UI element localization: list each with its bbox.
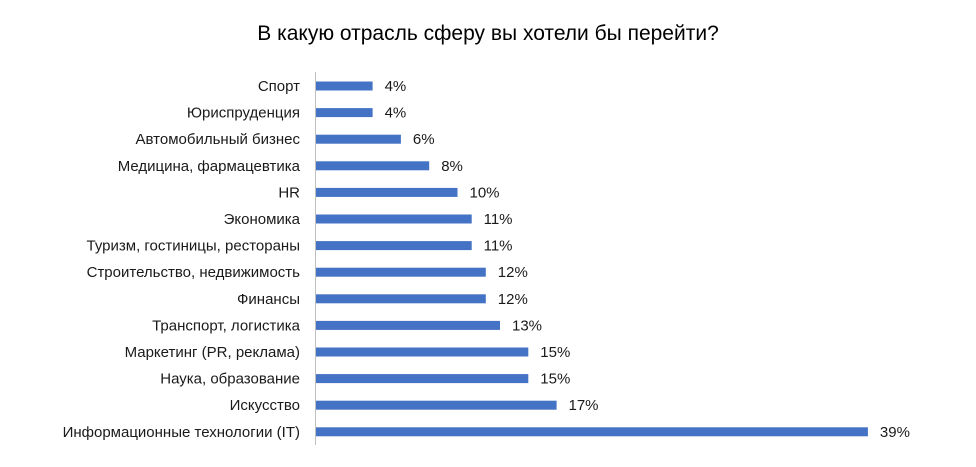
data-label: 8% xyxy=(441,158,463,175)
data-label: 10% xyxy=(470,184,500,201)
bar xyxy=(316,241,472,251)
bar xyxy=(316,294,486,304)
bar xyxy=(316,320,500,330)
data-label: 11% xyxy=(484,211,513,228)
data-label: 12% xyxy=(498,291,528,308)
bar xyxy=(316,267,486,277)
bar xyxy=(316,108,373,118)
bar xyxy=(316,161,430,171)
category-label: HR xyxy=(278,184,300,201)
bar xyxy=(316,187,458,197)
category-label: Юриспруденция xyxy=(187,105,300,122)
bar xyxy=(316,374,529,384)
bars-group xyxy=(316,81,868,437)
category-label: Транспорт, логистика xyxy=(152,317,301,334)
category-label: Экономика xyxy=(224,211,301,228)
category-label: Медицина, фармацевтика xyxy=(118,158,301,175)
bar xyxy=(316,427,868,437)
data-label: 4% xyxy=(385,105,407,122)
category-label: Спорт xyxy=(258,78,300,95)
data-label: 15% xyxy=(540,371,570,388)
category-label: Туризм, гостиницы, рестораны xyxy=(87,238,300,255)
data-label: 13% xyxy=(512,317,542,334)
category-label: Искусство xyxy=(230,397,300,414)
data-label: 39% xyxy=(880,424,910,441)
category-label: Маркетинг (PR, реклама) xyxy=(125,344,300,361)
bar xyxy=(316,214,472,224)
value-labels-group: 4% 4% 6% 8% 10% 11% 11% 12% 12% 13% 15% 15% 17% 39% xyxy=(385,78,910,441)
category-label: Автомобильный бизнес xyxy=(136,131,301,148)
data-label: 12% xyxy=(498,264,528,281)
data-label: 6% xyxy=(413,131,435,148)
bar xyxy=(316,81,373,91)
data-label: 4% xyxy=(385,78,407,95)
bar xyxy=(316,400,557,410)
category-label: Наука, образование xyxy=(160,371,300,388)
category-labels-group: Спорт Юриспруденция Автомобильный бизнес Ме… xyxy=(63,78,301,441)
data-label: 15% xyxy=(540,344,570,361)
category-label: Информационные технологии (IT) xyxy=(63,424,300,441)
data-label: 17% xyxy=(569,397,599,414)
chart-title: В какую отрасль сферу вы хотели бы перей… xyxy=(257,22,719,45)
bar xyxy=(316,347,529,357)
category-label: Финансы xyxy=(237,291,300,308)
category-label: Строительство, недвижимость xyxy=(87,264,301,281)
data-label: 11% xyxy=(484,238,513,255)
bar xyxy=(316,134,401,144)
